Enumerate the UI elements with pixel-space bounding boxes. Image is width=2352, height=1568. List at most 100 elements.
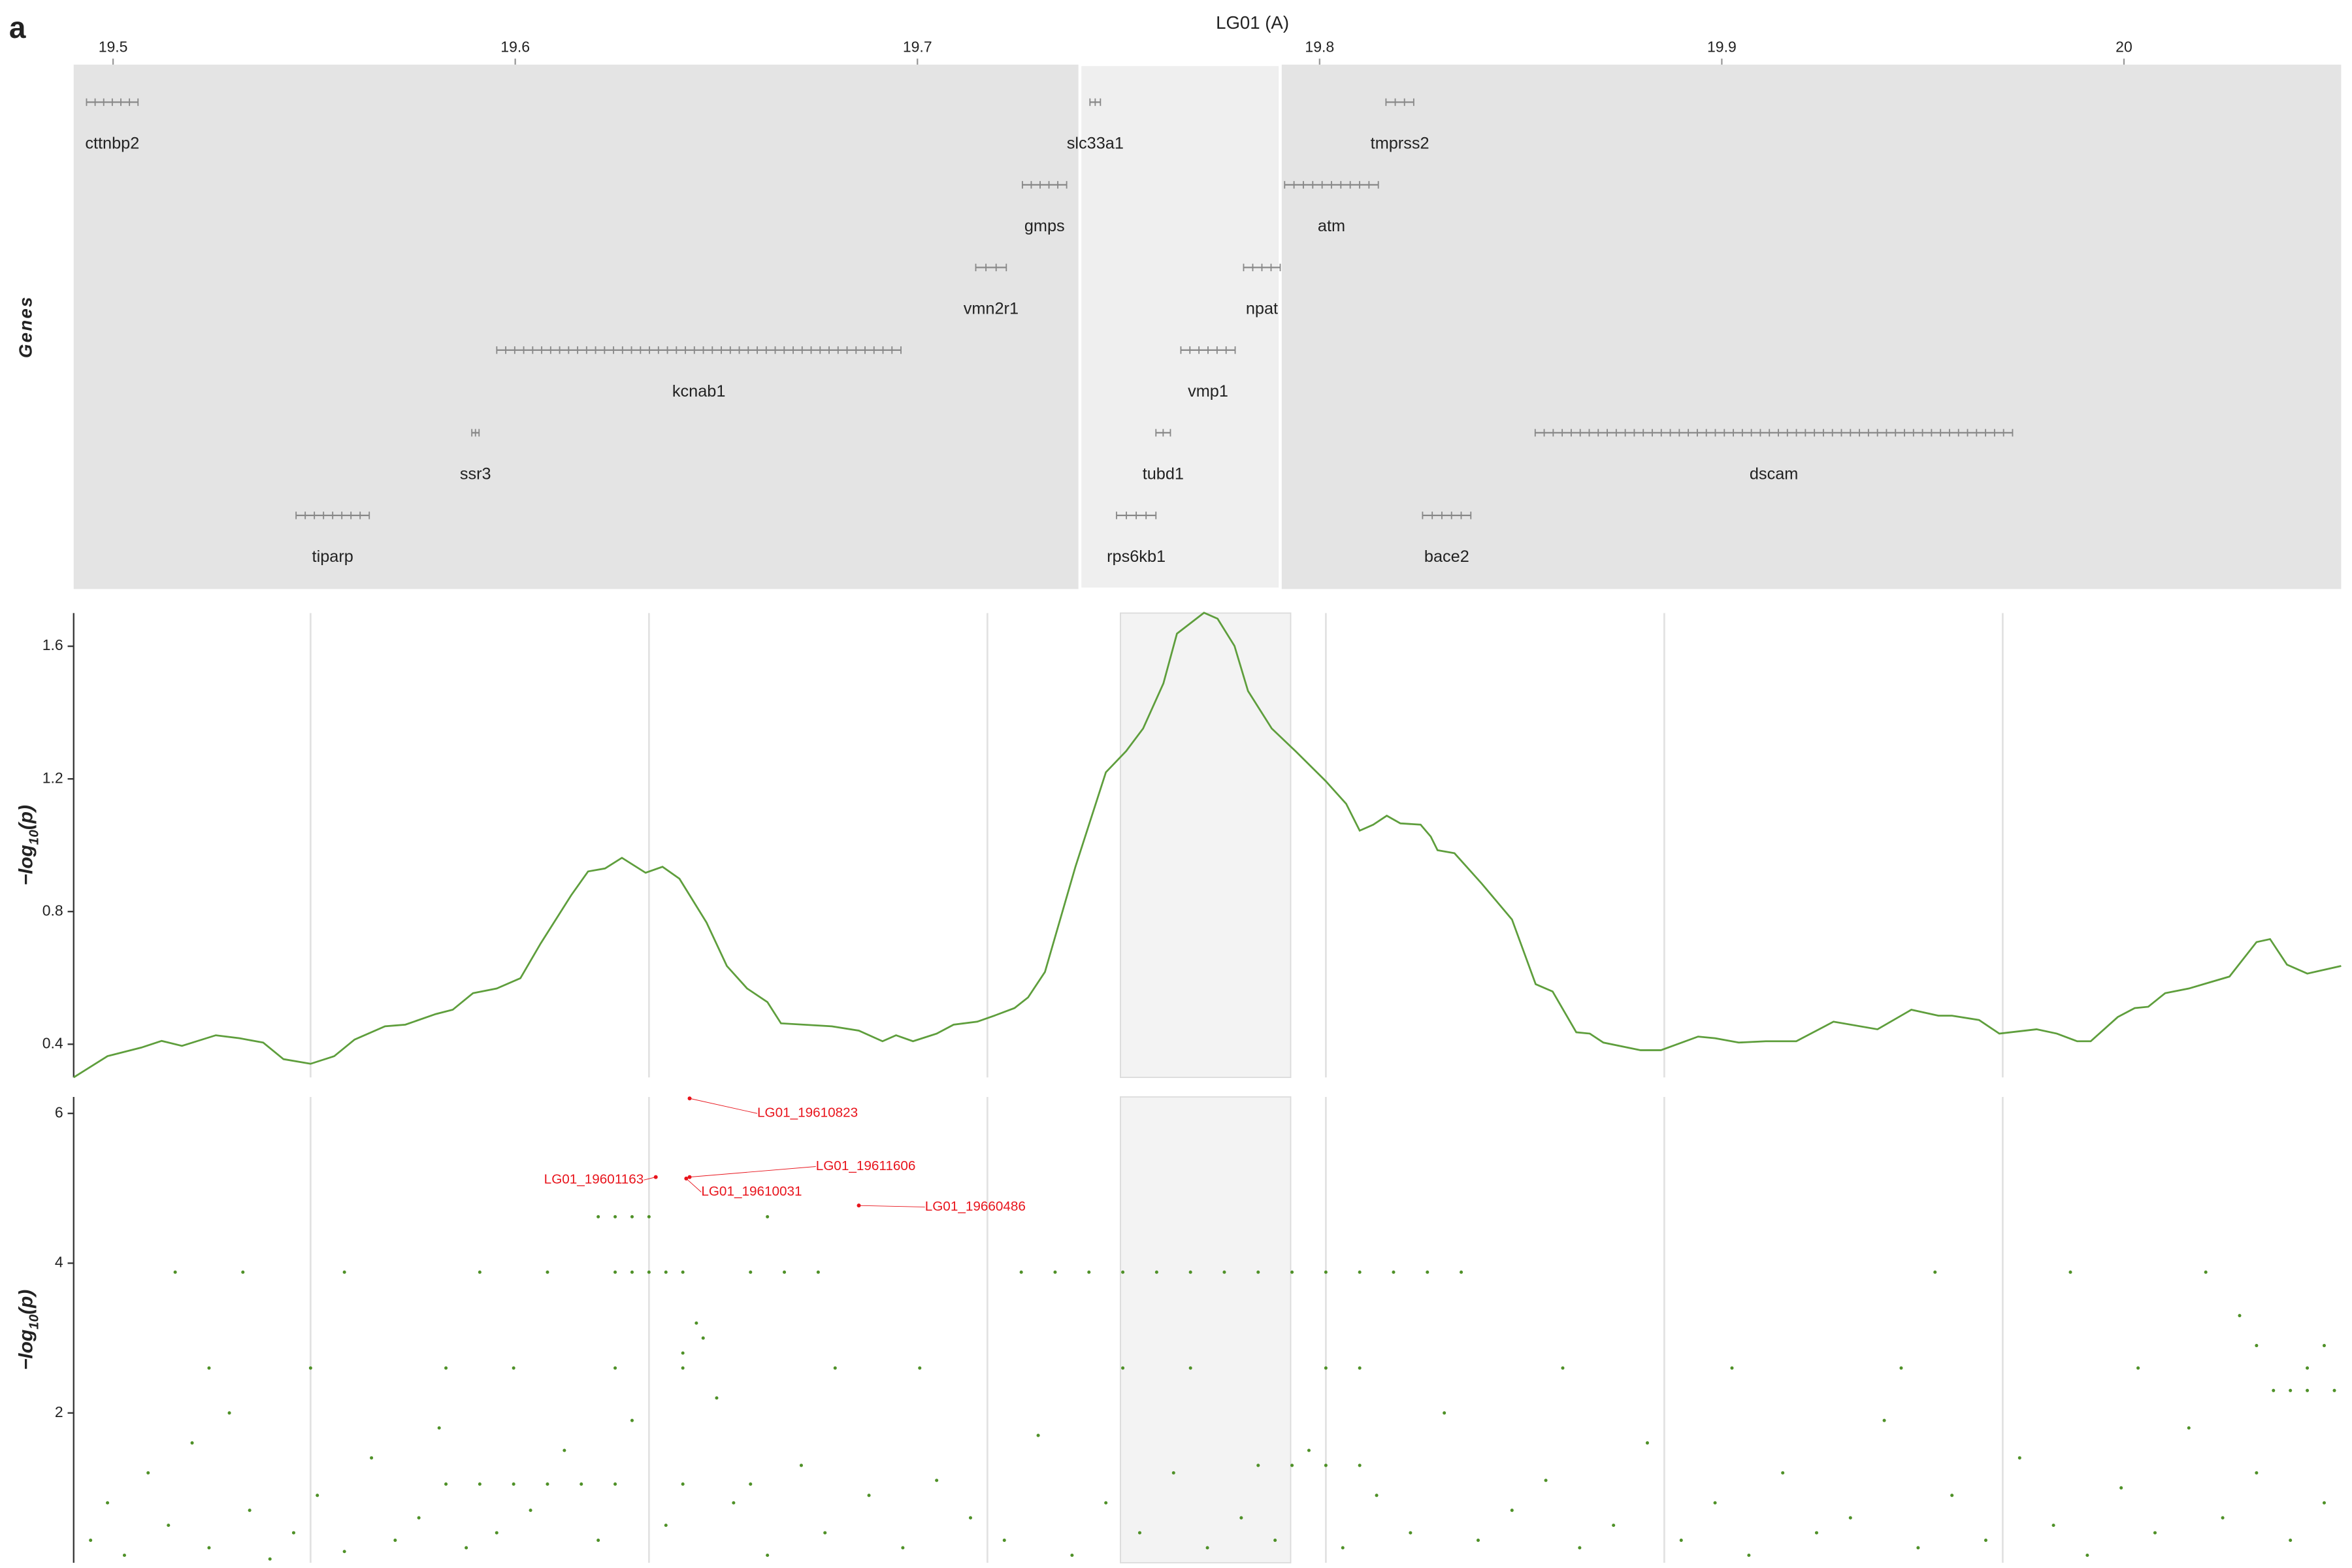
snp-point xyxy=(227,1411,231,1415)
snp-point xyxy=(1460,1270,1463,1274)
chart-title: LG01 (A) xyxy=(1216,12,1289,33)
snp-point xyxy=(89,1539,93,1543)
snp-point xyxy=(2238,1314,2242,1318)
snp-point xyxy=(1188,1366,1192,1370)
snp-point xyxy=(935,1478,939,1482)
snp-point xyxy=(1679,1539,1683,1543)
snp-point xyxy=(308,1366,312,1370)
snp-point xyxy=(1814,1531,1819,1535)
snp-point xyxy=(106,1501,110,1505)
x-tick-label: 19.5 xyxy=(99,39,128,56)
snp-point xyxy=(2332,1388,2336,1392)
snp-point xyxy=(833,1366,837,1370)
snp-point xyxy=(1713,1501,1717,1505)
snp-point xyxy=(342,1550,346,1554)
snp-point xyxy=(1324,1270,1328,1274)
snp-point xyxy=(2068,1270,2072,1274)
y-axis-label: Genes xyxy=(16,295,36,358)
snp-point xyxy=(901,1546,905,1550)
snp-point xyxy=(1916,1546,1920,1550)
annotated-snp xyxy=(687,1096,692,1101)
snp-point xyxy=(268,1557,272,1561)
snp-point xyxy=(316,1494,319,1497)
snp-point xyxy=(918,1366,922,1370)
snp-point xyxy=(1612,1524,1616,1527)
snp-point xyxy=(1950,1494,1954,1497)
snp-point xyxy=(1781,1471,1785,1475)
snp-point xyxy=(1036,1433,1040,1437)
snp-point xyxy=(1087,1270,1091,1274)
snp-point xyxy=(2051,1524,2055,1527)
snp-point xyxy=(596,1215,600,1218)
snp-point xyxy=(867,1494,871,1497)
snp-point xyxy=(1476,1539,1480,1543)
snp-point xyxy=(664,1270,668,1274)
snp-point xyxy=(1375,1494,1379,1497)
snp-point xyxy=(2272,1388,2276,1392)
annotation-label: LG01_19610031 xyxy=(701,1184,802,1199)
snp-point xyxy=(1933,1270,1937,1274)
snp-point xyxy=(146,1471,150,1475)
y-tick-label: 4 xyxy=(55,1254,63,1271)
snp-point xyxy=(613,1215,617,1218)
snp-point xyxy=(681,1351,685,1355)
highlight-region xyxy=(1120,1096,1292,1563)
snp-point xyxy=(694,1321,698,1325)
snp-point xyxy=(2306,1388,2310,1392)
snp-point xyxy=(681,1482,685,1486)
snp-point xyxy=(630,1270,634,1274)
snp-point xyxy=(732,1501,736,1505)
snp-point xyxy=(823,1531,827,1535)
snp-point xyxy=(1307,1448,1311,1452)
snp-point xyxy=(630,1418,634,1422)
snp-point xyxy=(1053,1270,1057,1274)
gene-label: vmp1 xyxy=(1188,382,1228,400)
snp-point xyxy=(1848,1516,1852,1520)
snp-point xyxy=(2136,1366,2140,1370)
snp-point xyxy=(1154,1270,1158,1274)
snp-point xyxy=(1256,1270,1260,1274)
snp-point xyxy=(1137,1531,1141,1535)
snp-point xyxy=(1205,1546,1209,1550)
snp-point xyxy=(681,1366,685,1370)
annotation-leader xyxy=(689,1098,758,1114)
snp-point xyxy=(681,1270,685,1274)
snp-point xyxy=(1324,1463,1328,1467)
snp-point xyxy=(1730,1366,1734,1370)
snp-point xyxy=(1747,1553,1751,1558)
annotation-leader xyxy=(689,1166,816,1178)
snp-point xyxy=(968,1516,972,1520)
snp-point xyxy=(1645,1441,1650,1445)
annotation-leader xyxy=(644,1177,656,1181)
y-tick-label: 1.2 xyxy=(42,769,63,786)
snp-point xyxy=(546,1482,549,1486)
y-axis-label-part: −log xyxy=(15,1330,37,1370)
snp-point xyxy=(248,1509,252,1512)
snp-point xyxy=(701,1336,705,1340)
gene-label: cttnbp2 xyxy=(85,134,139,152)
gene-label: vmn2r1 xyxy=(964,299,1019,318)
annotation-label: LG01_19611606 xyxy=(816,1158,916,1173)
snp-point xyxy=(2017,1456,2021,1460)
snp-point xyxy=(1341,1546,1345,1550)
y-axis-label-part: (p) xyxy=(15,805,37,830)
snp-point xyxy=(370,1456,374,1460)
snp-point xyxy=(393,1539,397,1543)
snp-point xyxy=(749,1270,753,1274)
snp-point xyxy=(1899,1366,1903,1370)
gene-label: atm xyxy=(1318,217,1345,235)
annotation-label: LG01_19610823 xyxy=(757,1105,858,1120)
x-tick-label: 19.6 xyxy=(500,39,530,56)
y-axis-label: −log10(p) xyxy=(15,805,41,885)
snp-point xyxy=(241,1270,245,1274)
snp-point xyxy=(1510,1509,1514,1512)
snp-point xyxy=(766,1215,770,1218)
snp-point xyxy=(2187,1426,2191,1430)
snp-point xyxy=(647,1215,651,1218)
snp-point xyxy=(1121,1270,1125,1274)
snp-point xyxy=(465,1546,468,1550)
snp-point xyxy=(207,1546,211,1550)
snp-point xyxy=(512,1482,515,1486)
panel-label: a xyxy=(9,10,26,44)
x-tick-label: 20 xyxy=(2115,39,2132,56)
